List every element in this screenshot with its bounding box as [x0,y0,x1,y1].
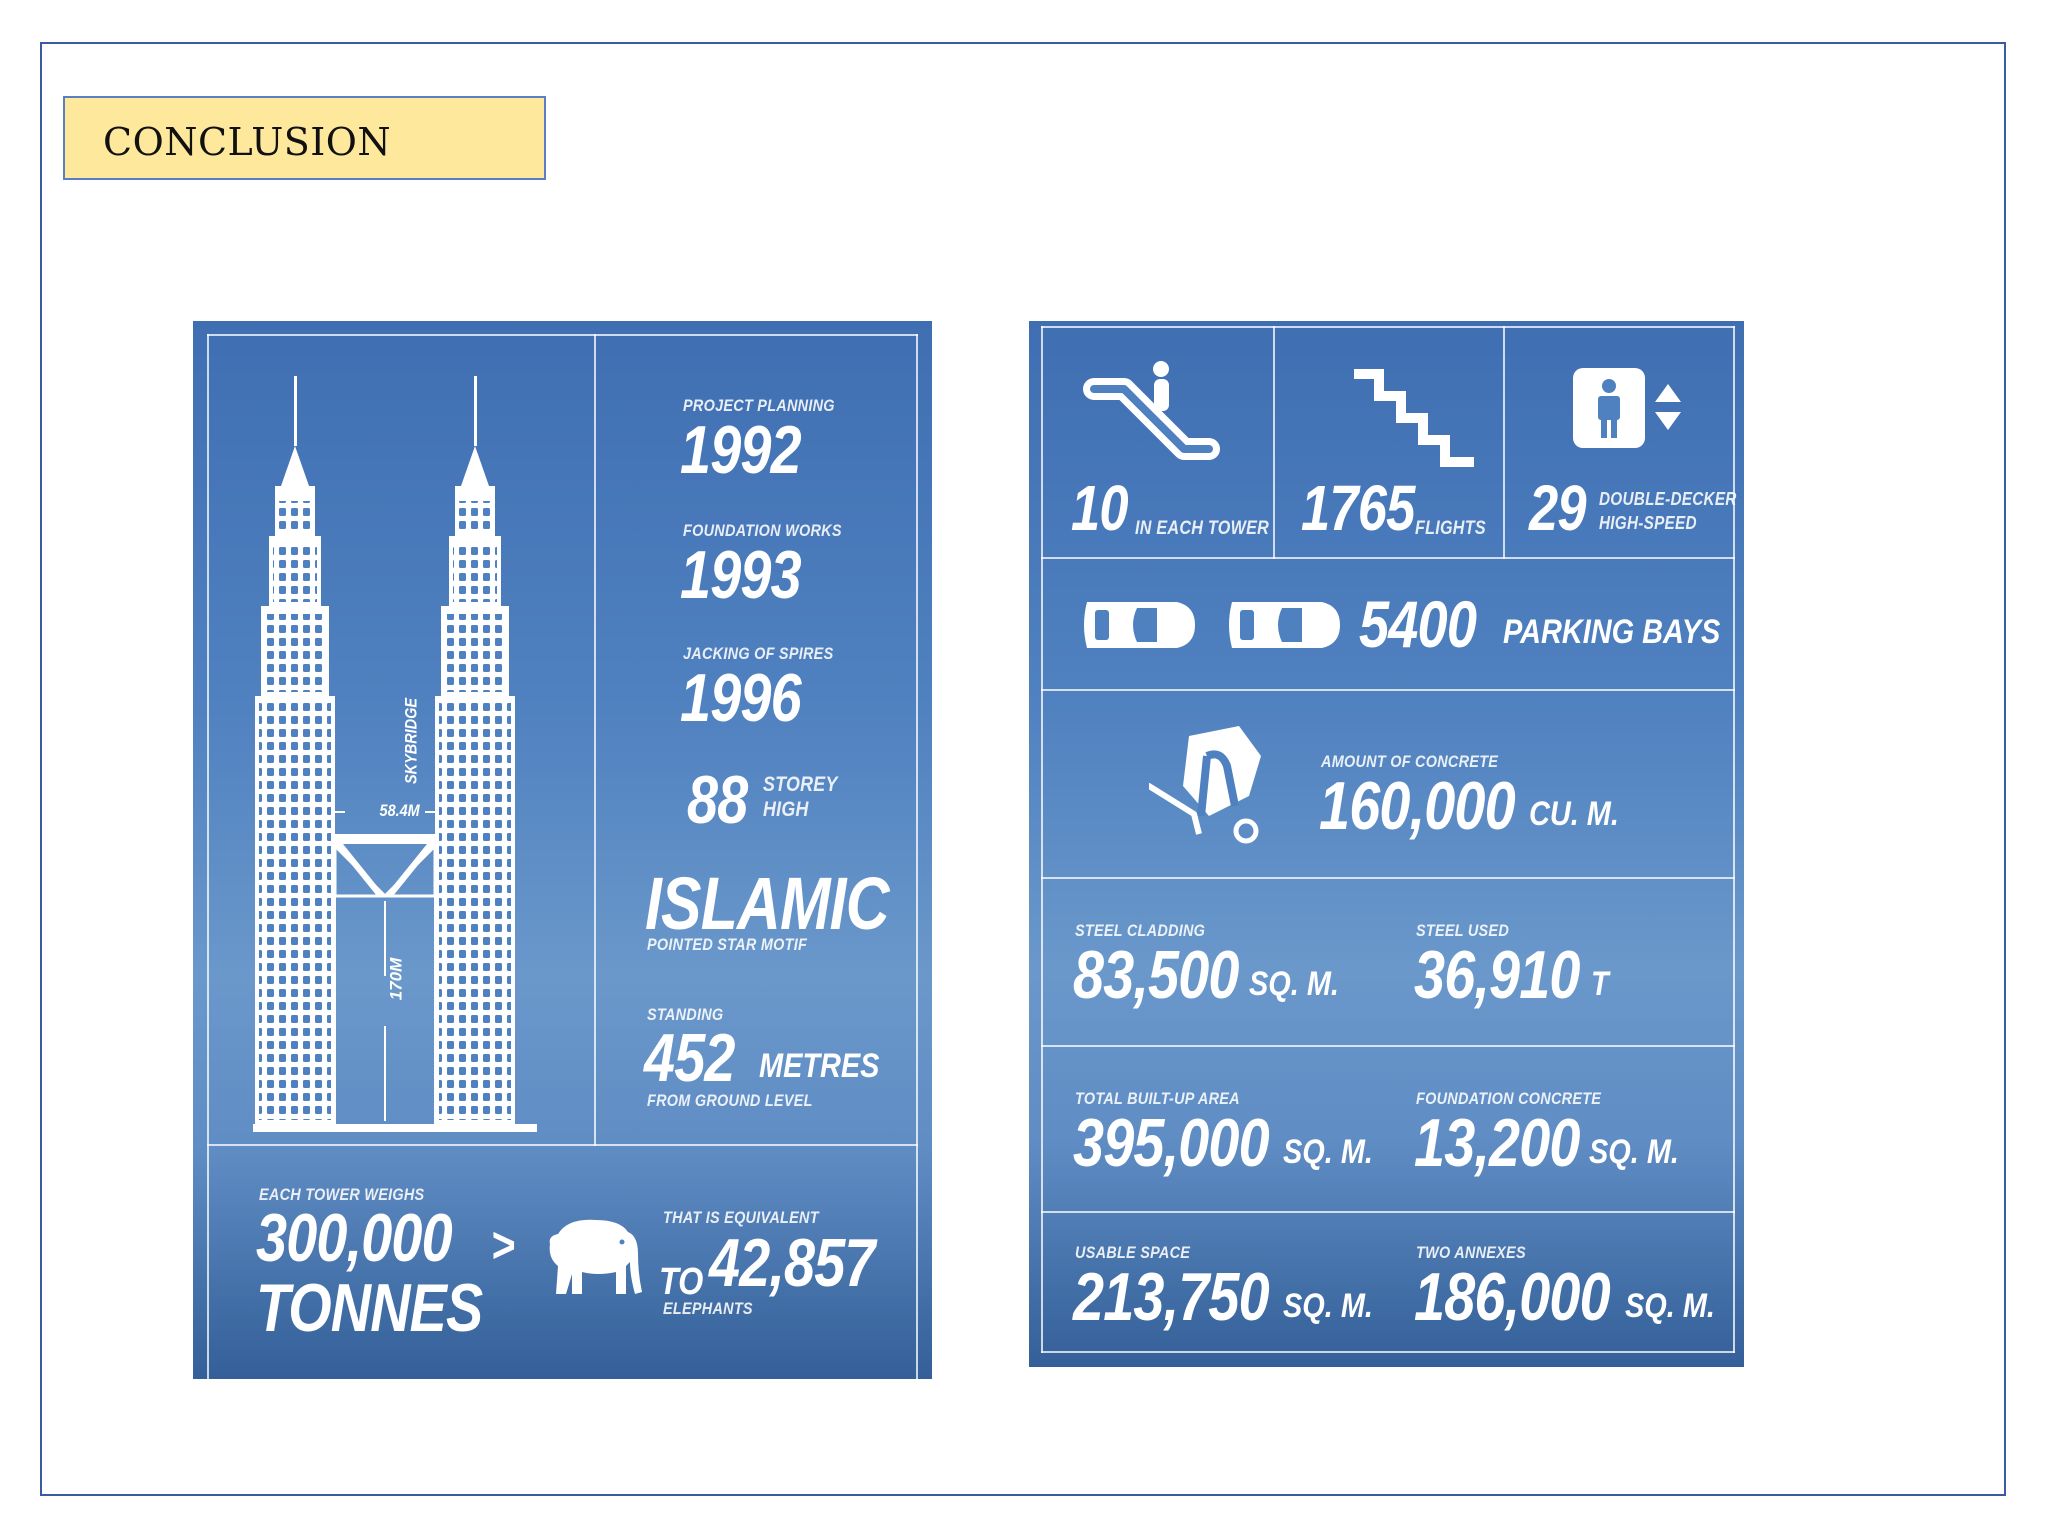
elephant-icon [549,1219,642,1294]
steel-used-label: STEEL USED [1416,921,1510,940]
concrete-label: AMOUNT OF CONCRETE [1321,752,1499,771]
frame-line [1041,557,1735,559]
annexes-value: 186,000 [1414,1259,1611,1335]
steel-cladding-label: STEEL CLADDING [1075,921,1206,940]
stairs-value: 1765 [1301,472,1415,544]
petronas-towers-icon [253,376,537,1132]
lifts-unit-bottom: HIGH-SPEED [1599,513,1697,533]
infographic-left: 58.4M SKYBRIDGE 170M PROJECT PLANNING 19… [193,321,932,1379]
skybridge-label: SKYBRIDGE [401,698,421,784]
steel-cladding-unit: SQ. M. [1249,965,1339,1003]
standing-label: STANDING [647,1005,724,1024]
steel-used-value: 36,910 [1414,937,1580,1013]
frame-line [1041,1045,1735,1047]
foundation-concrete-unit: SQ. M. [1589,1133,1679,1171]
foundation-works-label: FOUNDATION WORKS [683,521,842,540]
standing-value: 452 [644,1020,735,1096]
frame-line [1041,1351,1735,1353]
storeys-unit-top: STOREY [763,773,838,796]
frame-line [207,334,209,1379]
usable-space-label: USABLE SPACE [1075,1243,1191,1262]
storeys-value: 88 [687,762,748,838]
foundation-concrete-value: 13,200 [1414,1105,1580,1181]
motif-value: ISLAMIC [645,862,890,945]
project-planning-label: PROJECT PLANNING [683,396,835,415]
height-dimension-label: 170M [386,957,406,1001]
usable-space-unit: SQ. M. [1283,1287,1373,1325]
motif-caption: POINTED STAR MOTIF [647,935,808,954]
escalator-icon [1083,361,1220,460]
weight-unit: TONNES [256,1270,483,1346]
car-icon [1084,602,1195,648]
annexes-label: TWO ANNEXES [1416,1243,1526,1262]
foundation-works-value: 1993 [680,537,802,613]
steel-used-unit: T [1591,965,1609,1003]
lifts-unit-top: DOUBLE-DECKER [1599,489,1737,509]
slide-frame [40,42,2006,1496]
elevator-icon [1573,368,1681,448]
frame-line [594,334,596,1146]
frame-line [916,334,918,1379]
weight-comparator: > [491,1217,515,1273]
built-up-area-unit: SQ. M. [1283,1133,1373,1171]
jacking-of-spires-label: JACKING OF SPIRES [683,644,834,663]
equivalent-label: THAT IS EQUIVALENT [663,1208,819,1227]
usable-space-value: 213,750 [1073,1259,1270,1335]
escalators-unit: IN EACH TOWER [1135,518,1270,539]
frame-line [207,1144,918,1146]
frame-line [1041,689,1735,691]
width-dimension-label: 58.4M [379,801,420,820]
steel-cladding-value: 83,500 [1073,937,1239,1013]
frame-line [1041,326,1043,1353]
frame-line [1273,326,1275,559]
standing-unit: METRES [759,1047,880,1085]
frame-line [1041,326,1735,328]
built-up-area-value: 395,000 [1073,1105,1270,1181]
frame-line [1733,326,1735,1353]
slide-title-box: CONCLUSION [63,96,546,180]
concrete-mixer-icon [1149,726,1261,844]
concrete-value: 160,000 [1319,768,1516,844]
equivalent-caption: ELEPHANTS [663,1299,753,1318]
stairs-unit: FLIGHTS [1415,518,1486,539]
built-up-area-label: TOTAL BUILT-UP AREA [1075,1089,1240,1108]
parking-value: 5400 [1359,587,1477,661]
equivalent-prefix: TO [659,1261,704,1303]
project-planning-value: 1992 [680,412,802,488]
jacking-of-spires-value: 1996 [680,660,802,736]
frame-line [1503,326,1505,559]
frame-line [1041,877,1735,879]
escalators-value: 10 [1071,472,1129,544]
car-icon [1229,602,1340,648]
infographic-right: 10 IN EACH TOWER 1765 FLIGHTS 29 DOUBLE-… [1029,321,1744,1367]
stairs-icon [1354,369,1474,467]
equivalent-value: 42,857 [709,1225,875,1301]
parking-unit: PARKING BAYS [1503,613,1721,651]
concrete-unit: CU. M. [1529,795,1619,833]
foundation-concrete-label: FOUNDATION CONCRETE [1416,1089,1602,1108]
slide-title: CONCLUSION [103,120,392,164]
standing-caption: FROM GROUND LEVEL [647,1091,813,1110]
weight-label: EACH TOWER WEIGHS [259,1185,425,1204]
frame-line [207,334,918,336]
storeys-unit-bottom: HIGH [763,798,809,821]
annexes-unit: SQ. M. [1625,1287,1715,1325]
weight-value: 300,000 [256,1200,453,1276]
frame-line [1041,1211,1735,1213]
lifts-value: 29 [1529,472,1587,544]
